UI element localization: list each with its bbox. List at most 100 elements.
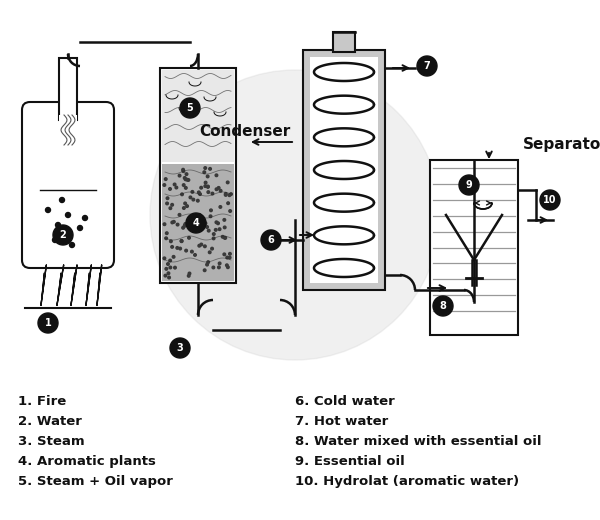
Circle shape	[170, 240, 172, 243]
Circle shape	[204, 167, 206, 170]
Circle shape	[182, 207, 185, 210]
Circle shape	[197, 199, 199, 202]
Circle shape	[214, 229, 217, 231]
Circle shape	[180, 240, 183, 242]
Circle shape	[197, 191, 200, 193]
Circle shape	[203, 269, 206, 271]
Circle shape	[204, 222, 207, 225]
Circle shape	[204, 185, 206, 187]
Circle shape	[182, 227, 184, 229]
Text: 1. Fire: 1. Fire	[18, 395, 66, 408]
Circle shape	[203, 245, 206, 248]
Circle shape	[185, 249, 187, 252]
Circle shape	[224, 237, 227, 239]
Circle shape	[169, 188, 172, 190]
Circle shape	[200, 186, 202, 189]
Circle shape	[184, 223, 187, 225]
Circle shape	[189, 196, 192, 199]
Circle shape	[188, 237, 190, 239]
Circle shape	[169, 207, 172, 210]
Text: 2: 2	[59, 230, 67, 240]
Circle shape	[212, 266, 215, 269]
Circle shape	[171, 245, 173, 248]
Text: 7: 7	[424, 61, 430, 71]
Circle shape	[217, 187, 220, 189]
Circle shape	[212, 237, 215, 240]
Circle shape	[163, 184, 166, 186]
Circle shape	[207, 261, 209, 264]
Text: 5. Steam + Oil vapor: 5. Steam + Oil vapor	[18, 475, 173, 488]
Circle shape	[218, 266, 220, 269]
Circle shape	[173, 183, 176, 186]
Circle shape	[206, 226, 208, 228]
Circle shape	[179, 248, 181, 250]
Circle shape	[226, 264, 228, 267]
Circle shape	[209, 167, 211, 170]
Circle shape	[167, 263, 169, 265]
Circle shape	[230, 193, 232, 196]
Circle shape	[186, 205, 188, 207]
Circle shape	[168, 276, 170, 279]
Circle shape	[261, 230, 281, 250]
Circle shape	[224, 193, 227, 196]
Circle shape	[38, 313, 58, 333]
Text: 10. Hydrolat (aromatic water): 10. Hydrolat (aromatic water)	[295, 475, 519, 488]
Circle shape	[184, 178, 187, 180]
Text: 9. Essential oil: 9. Essential oil	[295, 455, 405, 468]
Circle shape	[221, 236, 224, 238]
Circle shape	[199, 193, 202, 196]
Text: 6: 6	[268, 235, 274, 245]
Circle shape	[164, 275, 167, 277]
Text: Separator: Separator	[523, 137, 600, 152]
Bar	[162, 164, 234, 281]
Circle shape	[223, 226, 226, 229]
Circle shape	[218, 262, 221, 265]
Circle shape	[223, 237, 226, 239]
Circle shape	[433, 296, 453, 316]
Bar	[59, 58, 77, 120]
Bar	[430, 160, 518, 335]
Circle shape	[226, 181, 229, 184]
Circle shape	[172, 255, 175, 258]
Circle shape	[176, 246, 179, 249]
Circle shape	[182, 184, 185, 186]
Circle shape	[175, 186, 178, 189]
Circle shape	[207, 191, 209, 193]
Circle shape	[171, 221, 173, 224]
Circle shape	[459, 175, 479, 195]
Circle shape	[220, 189, 222, 192]
Circle shape	[169, 259, 172, 262]
Circle shape	[229, 253, 231, 255]
Bar	[303, 50, 385, 290]
Circle shape	[163, 257, 166, 259]
Circle shape	[77, 226, 83, 230]
Circle shape	[46, 207, 50, 213]
Circle shape	[186, 213, 206, 233]
Circle shape	[206, 185, 209, 188]
Circle shape	[209, 215, 212, 217]
Circle shape	[198, 244, 200, 247]
Circle shape	[180, 98, 200, 118]
Bar	[162, 70, 234, 162]
Circle shape	[417, 56, 437, 76]
Text: 3. Steam: 3. Steam	[18, 435, 85, 448]
Circle shape	[188, 272, 191, 275]
Circle shape	[226, 256, 229, 259]
Bar	[310, 57, 378, 283]
Circle shape	[184, 202, 187, 205]
Circle shape	[169, 266, 172, 269]
Circle shape	[229, 210, 232, 212]
Text: 6. Cold water: 6. Cold water	[295, 395, 395, 408]
Circle shape	[65, 213, 71, 217]
Circle shape	[215, 174, 218, 177]
Circle shape	[227, 266, 229, 268]
Text: 10: 10	[543, 195, 557, 205]
Circle shape	[219, 205, 221, 208]
Text: 3: 3	[176, 343, 184, 353]
Circle shape	[187, 179, 190, 181]
Circle shape	[163, 223, 166, 226]
Text: 4: 4	[193, 218, 199, 228]
Text: 8: 8	[440, 301, 446, 311]
Circle shape	[215, 188, 218, 190]
Circle shape	[166, 197, 169, 200]
